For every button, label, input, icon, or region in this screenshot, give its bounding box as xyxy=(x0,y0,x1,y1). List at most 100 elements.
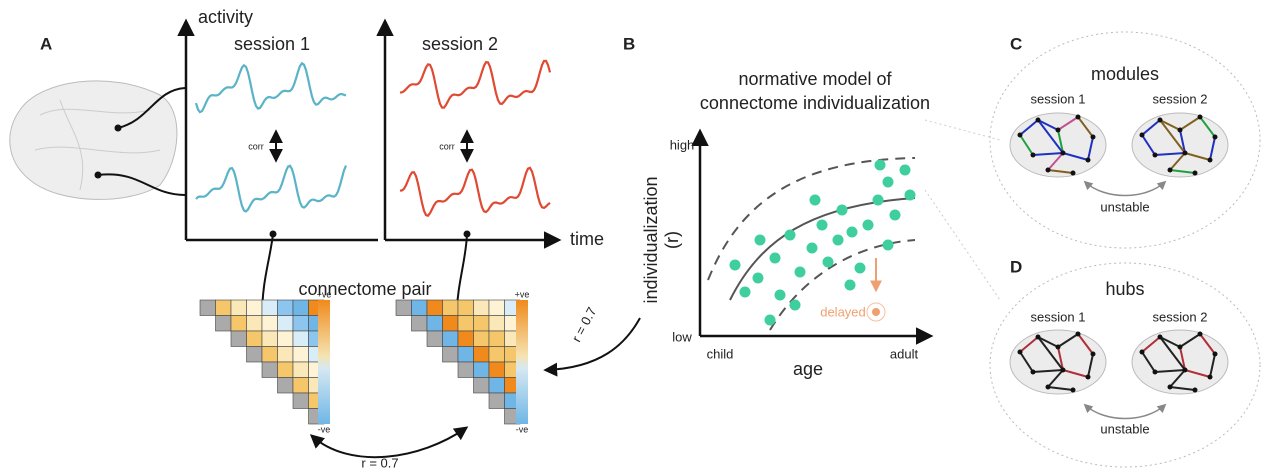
matrix-cell xyxy=(443,316,459,332)
scatter-dot xyxy=(875,160,886,171)
scatter-dot xyxy=(883,240,894,251)
matrix-cell xyxy=(489,347,505,363)
scatter-dot xyxy=(823,257,834,268)
brain xyxy=(10,81,177,200)
panel-title: connectome individualization xyxy=(700,93,930,113)
network-node xyxy=(1076,115,1081,120)
matrix-cell xyxy=(278,300,294,316)
y-tick: high xyxy=(670,137,695,152)
matrix-cell xyxy=(278,347,294,363)
scatter-dot xyxy=(837,205,848,216)
network-node xyxy=(1208,375,1213,380)
panel-label: D xyxy=(1010,257,1022,276)
matrix-cell xyxy=(458,362,474,378)
panel-label: C xyxy=(1010,34,1022,53)
time-series xyxy=(400,61,550,108)
matrix-cell xyxy=(474,378,490,394)
scatter-dot xyxy=(890,210,901,221)
network-node xyxy=(1208,158,1213,163)
panel-label: A xyxy=(40,34,52,53)
colorbar-label: -ve xyxy=(318,424,331,434)
matrix-cell xyxy=(262,331,278,347)
matrix-cell xyxy=(247,331,263,347)
network-node xyxy=(1018,133,1023,138)
corr-label: corr xyxy=(248,141,264,151)
network-node xyxy=(1091,135,1096,140)
matrix-cell xyxy=(474,331,490,347)
scatter-dot xyxy=(770,253,781,264)
matrix-cell xyxy=(458,316,474,332)
network-node xyxy=(1031,153,1036,158)
matrix-cell xyxy=(396,300,412,316)
matrix-cell xyxy=(278,316,294,332)
y-tick: low xyxy=(672,329,692,344)
matrix-cell xyxy=(278,331,294,347)
network-node xyxy=(1153,370,1158,375)
network-node xyxy=(1183,151,1188,156)
matrix-cell xyxy=(489,393,505,409)
x-tick: adult xyxy=(890,346,919,361)
network-node xyxy=(1198,115,1203,120)
matrix-cell xyxy=(489,316,505,332)
matrix-cell xyxy=(489,331,505,347)
network-node xyxy=(1046,168,1051,173)
matrix-cell xyxy=(412,300,428,316)
caption: unstable xyxy=(1100,421,1149,436)
network-node xyxy=(1091,352,1096,357)
scatter-dot xyxy=(855,263,866,274)
network-node xyxy=(1213,352,1218,357)
network-node xyxy=(1031,370,1036,375)
scatter-dot xyxy=(905,190,916,201)
x-axis-label: time xyxy=(570,229,604,249)
matrix-cell xyxy=(262,347,278,363)
matrix-cell xyxy=(293,316,309,332)
network-node xyxy=(1086,158,1091,163)
matrix-cell xyxy=(443,347,459,363)
matrix-cell xyxy=(247,316,263,332)
time-series xyxy=(196,166,346,212)
scatter-dot xyxy=(807,243,818,254)
network-node xyxy=(1056,345,1061,350)
network-node xyxy=(1018,350,1023,355)
corr-label: corr xyxy=(439,141,455,151)
matrix-cell xyxy=(458,331,474,347)
matrix-cell xyxy=(278,362,294,378)
scatter-dot xyxy=(883,177,894,188)
session-label: session 1 xyxy=(1031,309,1086,324)
network-node xyxy=(1153,153,1158,158)
matrix-cell xyxy=(412,316,428,332)
annotation: delayed xyxy=(820,304,866,319)
similarity-label: r = 0.7 xyxy=(569,305,600,345)
matrix-cell xyxy=(427,300,443,316)
scatter-dot xyxy=(863,220,874,231)
session-label: session 2 xyxy=(1153,309,1208,324)
network-node xyxy=(1168,385,1173,390)
network-node xyxy=(1061,151,1066,156)
network-node xyxy=(1140,133,1145,138)
network-node xyxy=(1158,335,1163,340)
scatter-dot xyxy=(775,290,786,301)
matrix-cell xyxy=(474,347,490,363)
matrix-cell xyxy=(443,300,459,316)
matrix-cell xyxy=(427,331,443,347)
network-node xyxy=(1158,118,1163,123)
matrix-cell xyxy=(489,378,505,394)
matrix-cell xyxy=(293,300,309,316)
figure: A activity time session 1 session 2 corr… xyxy=(0,0,1263,474)
scatter-dot xyxy=(755,235,766,246)
scatter-dot xyxy=(795,267,806,278)
network-node xyxy=(1061,368,1066,373)
similarity-label: r = 0.7 xyxy=(361,455,398,470)
matrix-cell xyxy=(231,331,247,347)
matrix-cell xyxy=(231,316,247,332)
scatter-dot xyxy=(753,273,764,284)
matrix-cell xyxy=(293,393,309,409)
matrix-cell xyxy=(489,362,505,378)
colorbar-label: -ve xyxy=(516,424,529,434)
network-node xyxy=(1178,128,1183,133)
matrix-cell xyxy=(474,316,490,332)
scatter-dot xyxy=(833,235,844,246)
colorbar-label: +ve xyxy=(515,289,530,299)
caption: unstable xyxy=(1100,199,1149,214)
network-node xyxy=(1071,171,1076,176)
